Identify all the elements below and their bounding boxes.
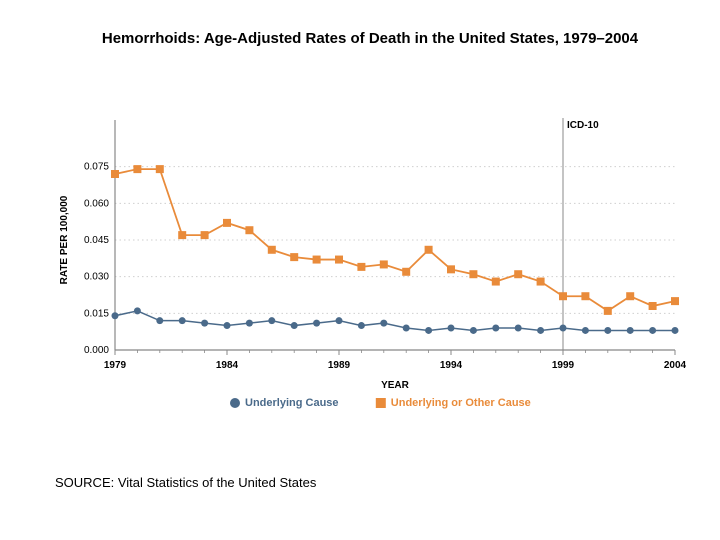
svg-text:1999: 1999: [552, 360, 575, 371]
svg-text:1994: 1994: [440, 360, 463, 371]
source-footer: SOURCE: Vital Statistics of the United S…: [55, 475, 316, 490]
svg-text:0.015: 0.015: [84, 308, 109, 319]
svg-text:1989: 1989: [328, 360, 351, 371]
svg-text:0.060: 0.060: [84, 198, 109, 209]
svg-text:RATE PER 100,000: RATE PER 100,000: [59, 195, 70, 284]
svg-text:Underlying Cause: Underlying Cause: [245, 397, 339, 409]
svg-text:1984: 1984: [216, 360, 239, 371]
chart-plot: 0.000 0.015 0.030 0.045 0.060 0.075 1979 1984 19…: [50, 100, 690, 420]
svg-text:Underlying or Other Cause: Underlying or Other Cause: [391, 397, 531, 409]
svg-text:2004: 2004: [664, 360, 687, 371]
chart-title: Hemorrhoids: Age-Adjusted Rates of Death…: [50, 28, 690, 49]
svg-text:0.000: 0.000: [84, 345, 109, 356]
svg-text:0.045: 0.045: [84, 235, 109, 246]
svg-text:0.030: 0.030: [84, 272, 109, 283]
svg-text:0.075: 0.075: [84, 162, 109, 173]
svg-text:YEAR: YEAR: [381, 380, 410, 391]
svg-text:ICD-10: ICD-10: [567, 120, 599, 131]
svg-text:1979: 1979: [104, 360, 127, 371]
